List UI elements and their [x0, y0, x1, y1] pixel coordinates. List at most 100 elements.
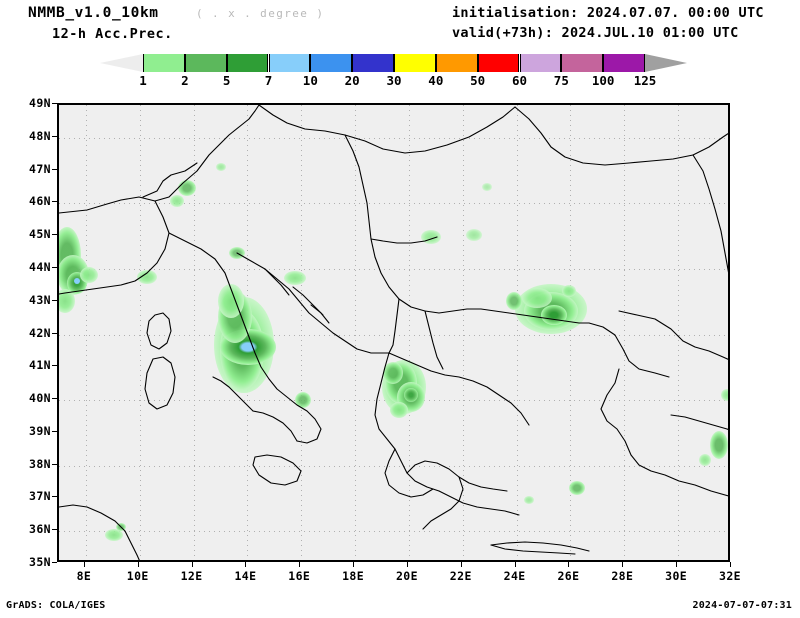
lat-tick-45N	[52, 234, 57, 236]
lon-label-12E: 12E	[180, 569, 203, 583]
lon-label-18E: 18E	[342, 569, 365, 583]
gridline-lat-44	[59, 268, 728, 270]
gridline-lon-24	[516, 105, 518, 560]
lon-label-20E: 20E	[395, 569, 418, 583]
lon-tick-20E	[406, 562, 408, 567]
valid-time: valid(+73h): 2024.JUL.10 01:00 UTC	[452, 25, 739, 41]
gridline-lat-48	[59, 137, 728, 139]
colorbar-tick-40: 40	[428, 73, 444, 88]
colorbar-tick-1: 1	[139, 73, 147, 88]
colorbar-tick-75: 75	[553, 73, 569, 88]
colorbar-band-10-20	[310, 54, 353, 72]
lon-label-32E: 32E	[719, 569, 741, 583]
model-units-note: ( . x . degree )	[196, 7, 325, 20]
colorbar-band-2-5	[184, 54, 227, 72]
colorbar-band-50-60	[477, 54, 520, 72]
lat-tick-43N	[52, 299, 57, 301]
lat-label-45N: 45N	[29, 227, 51, 242]
lat-tick-35N	[52, 562, 57, 563]
gridline-lon-30	[678, 105, 680, 560]
lat-tick-44N	[52, 266, 57, 268]
lon-label-14E: 14E	[234, 569, 257, 583]
lon-tick-28E	[622, 562, 624, 567]
lon-label-26E: 26E	[557, 569, 580, 583]
colorbar-band-30-40	[394, 54, 436, 72]
grads-credit: GrADS: COLA/IGES	[6, 600, 106, 611]
precipitation-colorbar: 1 2 5 7 10 20 30 40 50 60 75 100 125	[100, 54, 700, 88]
colorbar-band-7-10	[268, 54, 311, 72]
colorbar-tick-7: 7	[264, 73, 273, 88]
gridline-lon-26	[570, 105, 572, 560]
colorbar-under-arrow-icon	[100, 54, 143, 72]
lon-label-28E: 28E	[611, 569, 634, 583]
render-timestamp: 2024-07-07-07:31	[692, 600, 792, 611]
map-canvas	[59, 105, 728, 560]
lat-tick-46N	[52, 201, 57, 203]
colorbar-tick-30: 30	[386, 73, 402, 88]
lat-label-40N: 40N	[29, 391, 51, 406]
gridline-lat-38	[59, 465, 728, 467]
colorbar-tick-50: 50	[470, 73, 486, 88]
lon-tick-14E	[245, 562, 247, 567]
gridline-lon-8	[85, 105, 87, 560]
field-title: 12-h Acc.Prec.	[52, 26, 173, 42]
lon-label-30E: 30E	[665, 569, 688, 583]
lon-label-8E: 8E	[76, 569, 92, 583]
lat-tick-38N	[52, 463, 57, 465]
model-title: NMMB_v1.0_10km	[28, 5, 159, 21]
lat-label-47N: 47N	[29, 161, 51, 176]
precip-blobs	[59, 163, 728, 541]
lat-label-39N: 39N	[29, 423, 51, 438]
map-header: NMMB_v1.0_10km ( . x . degree ) 12-h Acc…	[0, 0, 800, 46]
lat-label-35N: 35N	[29, 555, 51, 569]
lat-tick-48N	[52, 135, 57, 137]
colorbar-band-40-50	[435, 54, 478, 72]
colorbar-tick-5: 5	[222, 73, 231, 88]
colorbar-tick-100: 100	[591, 73, 615, 88]
lon-tick-32E	[730, 562, 731, 567]
colorbar-tick-60: 60	[511, 73, 528, 88]
gridline-lon-20	[408, 105, 410, 560]
lat-label-37N: 37N	[29, 489, 51, 504]
colorbar-band-1-2	[143, 54, 185, 72]
gridline-lon-18	[355, 105, 357, 560]
gridline-lat-36	[59, 531, 728, 533]
lon-tick-10E	[137, 562, 139, 567]
lat-label-38N: 38N	[29, 456, 51, 471]
lat-tick-40N	[52, 398, 57, 400]
lon-label-22E: 22E	[449, 569, 472, 583]
lon-label-10E: 10E	[126, 569, 149, 583]
lon-tick-26E	[568, 562, 570, 567]
lat-label-49N: 49N	[29, 96, 51, 110]
colorbar-band-60-75	[519, 54, 562, 72]
lon-label-24E: 24E	[503, 569, 526, 583]
lat-label-36N: 36N	[29, 522, 51, 537]
colorbar-tick-20: 20	[344, 73, 360, 88]
colorbar-band-100-125	[603, 54, 645, 72]
lon-tick-18E	[353, 562, 355, 567]
gridline-lon-28	[624, 105, 626, 560]
gridline-lon-22	[462, 105, 464, 560]
lat-label-48N: 48N	[29, 128, 51, 143]
lat-label-44N: 44N	[29, 259, 51, 274]
lat-label-41N: 41N	[29, 358, 51, 373]
lon-tick-16E	[299, 562, 301, 567]
initialisation-time: initialisation: 2024.07.07. 00:00 UTC	[452, 5, 764, 21]
lat-tick-37N	[52, 496, 57, 498]
colorbar-tick-10: 10	[302, 73, 318, 88]
lat-tick-41N	[52, 365, 57, 367]
colorbar-tick-2: 2	[181, 73, 189, 88]
map-plot-area	[57, 103, 730, 562]
precipitation-field	[59, 105, 728, 560]
lon-tick-24E	[514, 562, 516, 567]
lat-tick-47N	[52, 168, 57, 170]
colorbar-tick-125: 125	[633, 73, 657, 88]
lat-tick-49N	[52, 103, 57, 104]
lat-label-43N: 43N	[29, 292, 51, 307]
colorbar-band-75-100	[561, 54, 604, 72]
lon-tick-30E	[676, 562, 678, 567]
colorbar-over-arrow-icon	[645, 54, 687, 72]
gridline-lon-10	[139, 105, 141, 560]
colorbar-band-5-7	[226, 54, 269, 72]
colorbar-band-20-30	[352, 54, 394, 72]
